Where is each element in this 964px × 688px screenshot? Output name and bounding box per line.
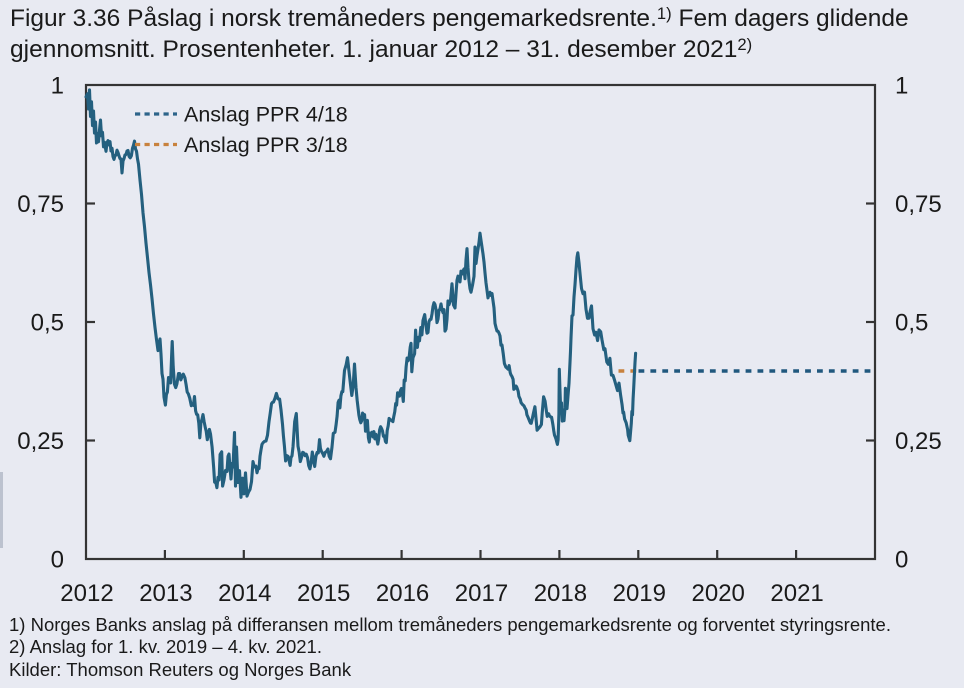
svg-text:2017: 2017 (455, 580, 508, 607)
svg-text:2013: 2013 (139, 580, 192, 607)
svg-text:Anslag PPR 4/18: Anslag PPR 4/18 (184, 103, 348, 127)
svg-text:0,5: 0,5 (31, 310, 64, 337)
svg-text:2019: 2019 (613, 580, 666, 607)
svg-text:2012: 2012 (60, 580, 113, 607)
svg-text:0,75: 0,75 (895, 191, 942, 218)
svg-text:2016: 2016 (376, 580, 429, 607)
svg-text:Anslag PPR 3/18: Anslag PPR 3/18 (184, 133, 348, 157)
svg-text:1: 1 (895, 73, 908, 100)
svg-text:0: 0 (895, 547, 908, 574)
svg-text:0,25: 0,25 (17, 428, 64, 455)
svg-text:2014: 2014 (218, 580, 271, 607)
svg-text:1: 1 (51, 73, 64, 100)
svg-text:2021: 2021 (770, 580, 823, 607)
svg-text:2020: 2020 (692, 580, 745, 607)
svg-text:2015: 2015 (297, 580, 350, 607)
svg-text:0,5: 0,5 (895, 310, 928, 337)
svg-text:0,75: 0,75 (17, 191, 64, 218)
svg-text:0,25: 0,25 (895, 428, 942, 455)
svg-text:0: 0 (51, 547, 64, 574)
svg-text:2018: 2018 (534, 580, 587, 607)
